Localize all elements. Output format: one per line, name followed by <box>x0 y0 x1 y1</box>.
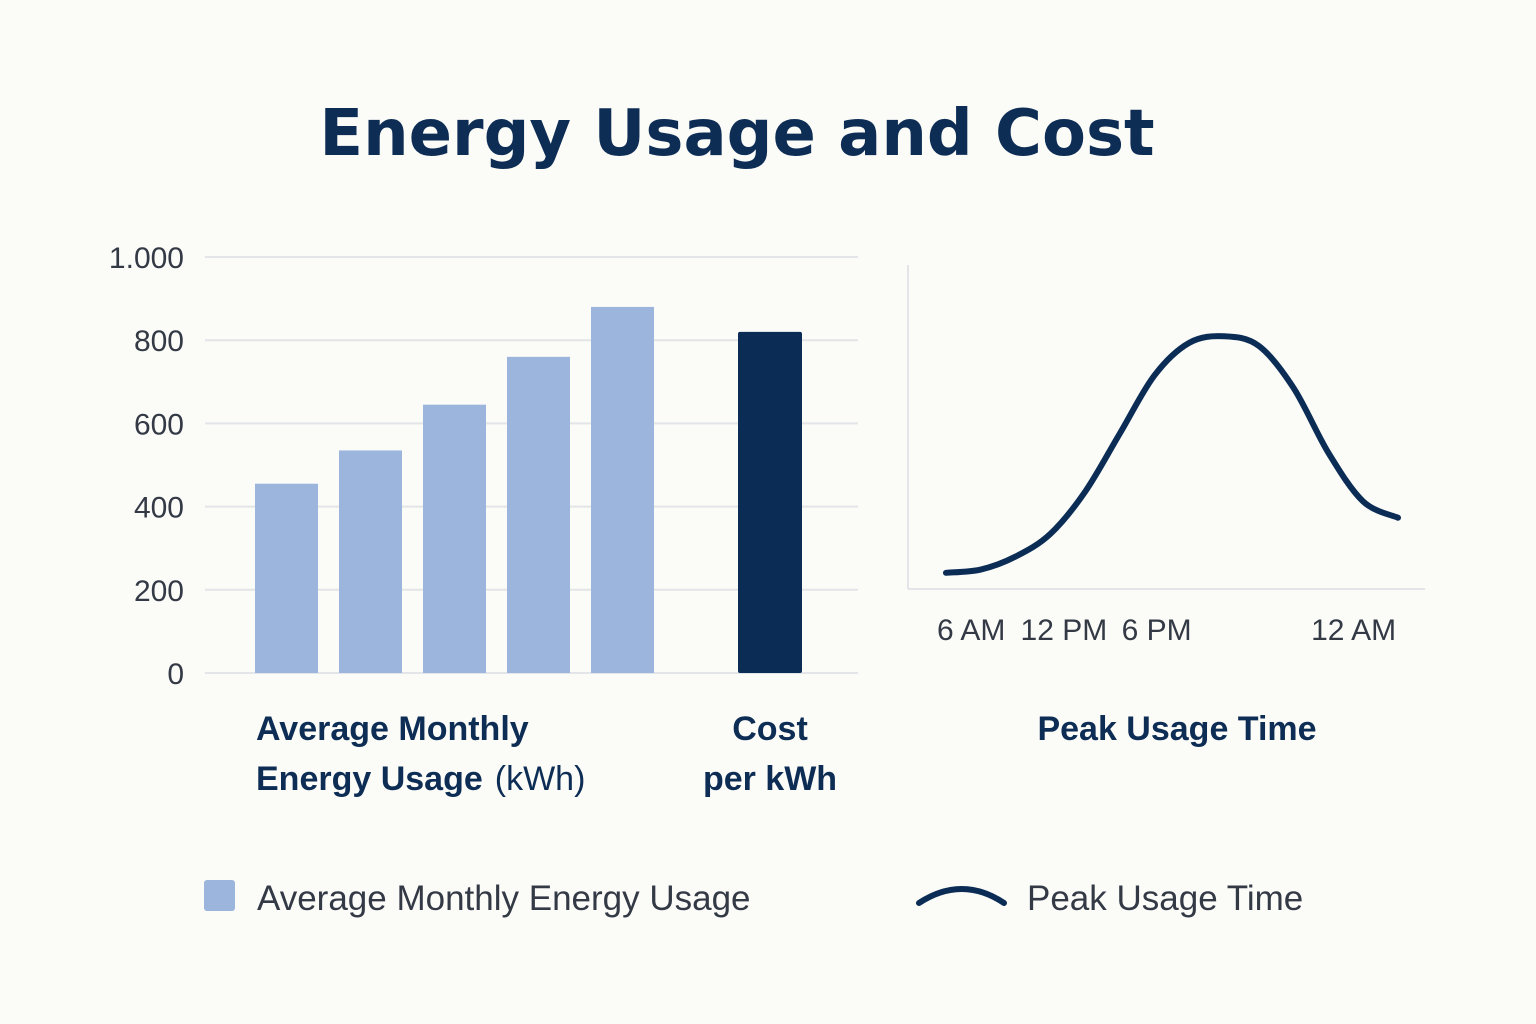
x-tick-label: 12 PM <box>1021 614 1108 647</box>
usage-bar <box>339 450 402 673</box>
usage-category-unit: (kWh) <box>495 760 586 798</box>
cost-category-label-line2: per kWh <box>703 760 837 798</box>
y-tick-label: 1.000 <box>109 242 184 275</box>
usage-category-label-bold: Energy Usage <box>256 760 483 798</box>
bar-chart-bars <box>255 306 802 673</box>
legend-usage-swatch <box>204 880 235 911</box>
usage-bar <box>423 404 486 673</box>
legend-peak-label: Peak Usage Time <box>1027 879 1303 918</box>
chart-title: Energy Usage and Cost <box>319 97 1154 171</box>
line-chart-xlabel: Peak Usage Time <box>1037 710 1316 748</box>
bar-chart-y-ticks: 0 200 400 600 800 1.000 <box>109 242 184 691</box>
cost-bar <box>738 331 802 673</box>
usage-bar <box>255 483 318 673</box>
peak-usage-line <box>943 333 1401 576</box>
x-tick-label: 6 AM <box>937 614 1005 647</box>
y-tick-label: 400 <box>134 492 184 525</box>
x-tick-label: 12 AM <box>1311 614 1396 647</box>
usage-category-label-line1: Average Monthly <box>256 710 529 748</box>
line-chart-x-ticks: 6 AM 12 PM 6 PM 12 AM <box>937 614 1396 647</box>
legend-usage-label: Average Monthly Energy Usage <box>257 879 751 918</box>
x-tick-label: 6 PM <box>1122 614 1192 647</box>
usage-category-label-line2: Energy Usage (kWh) <box>256 760 585 798</box>
usage-bar <box>507 356 570 673</box>
y-tick-label: 0 <box>167 658 184 691</box>
y-tick-label: 600 <box>134 408 184 441</box>
y-tick-label: 200 <box>134 575 184 608</box>
legend-peak-swatch <box>916 886 1007 906</box>
cost-category-label-line1: Cost <box>732 710 808 748</box>
usage-bar <box>591 306 654 673</box>
y-tick-label: 800 <box>134 325 184 358</box>
